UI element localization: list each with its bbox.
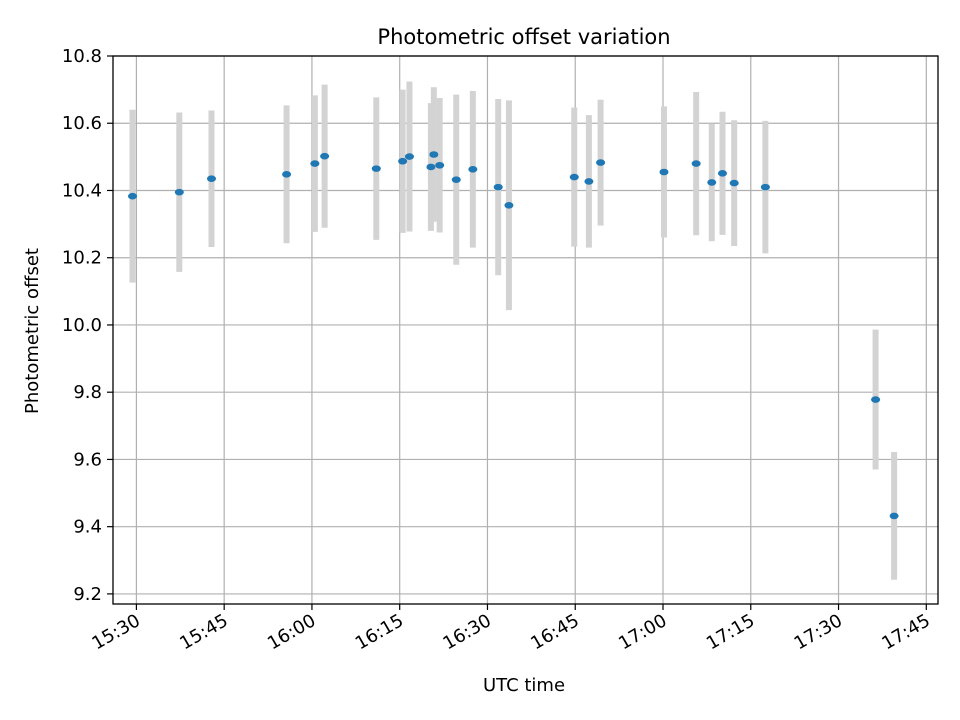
y-tick-label: 10.6 xyxy=(62,113,102,134)
data-point xyxy=(717,170,727,177)
data-point xyxy=(128,192,138,200)
y-axis-title: Photometric offset xyxy=(22,248,43,414)
y-tick-label: 10.4 xyxy=(62,180,102,201)
data-point xyxy=(426,163,436,171)
data-point xyxy=(659,168,669,176)
data-point xyxy=(320,152,330,160)
y-tick-label: 9.4 xyxy=(73,517,102,538)
y-tick-label: 10.2 xyxy=(62,248,102,269)
y-axis: 9.2 9.4 9.6 9.8 10.0 10.2 10.4 10.6 10.8 xyxy=(62,46,113,605)
data-point xyxy=(871,396,881,403)
data-point xyxy=(468,165,478,173)
data-point xyxy=(584,178,594,185)
data-point xyxy=(760,183,770,191)
data-point xyxy=(398,157,408,165)
data-point xyxy=(404,153,414,160)
data-point xyxy=(889,512,899,520)
y-tick-label: 9.6 xyxy=(73,449,102,470)
data-point xyxy=(569,173,579,181)
y-tick-label: 10.8 xyxy=(62,46,102,67)
data-point xyxy=(451,176,461,184)
y-tick-label: 9.8 xyxy=(73,382,102,403)
chart-title: Photometric offset variation xyxy=(377,25,670,49)
data-point xyxy=(371,165,381,172)
data-point xyxy=(691,160,701,167)
data-points xyxy=(128,151,899,520)
data-point xyxy=(310,160,320,167)
data-point xyxy=(596,159,606,166)
data-point xyxy=(707,179,717,186)
data-point xyxy=(429,151,439,158)
plot-frame xyxy=(112,55,939,605)
data-point xyxy=(504,201,514,209)
y-tick-label: 10.0 xyxy=(62,315,102,336)
data-point xyxy=(174,188,184,196)
data-point xyxy=(729,179,739,187)
data-point xyxy=(435,161,445,169)
data-point xyxy=(282,171,292,178)
y-tick-label: 9.2 xyxy=(73,584,102,605)
data-point xyxy=(493,183,503,191)
x-axis-title: UTC time xyxy=(483,675,565,696)
data-point xyxy=(206,175,216,183)
